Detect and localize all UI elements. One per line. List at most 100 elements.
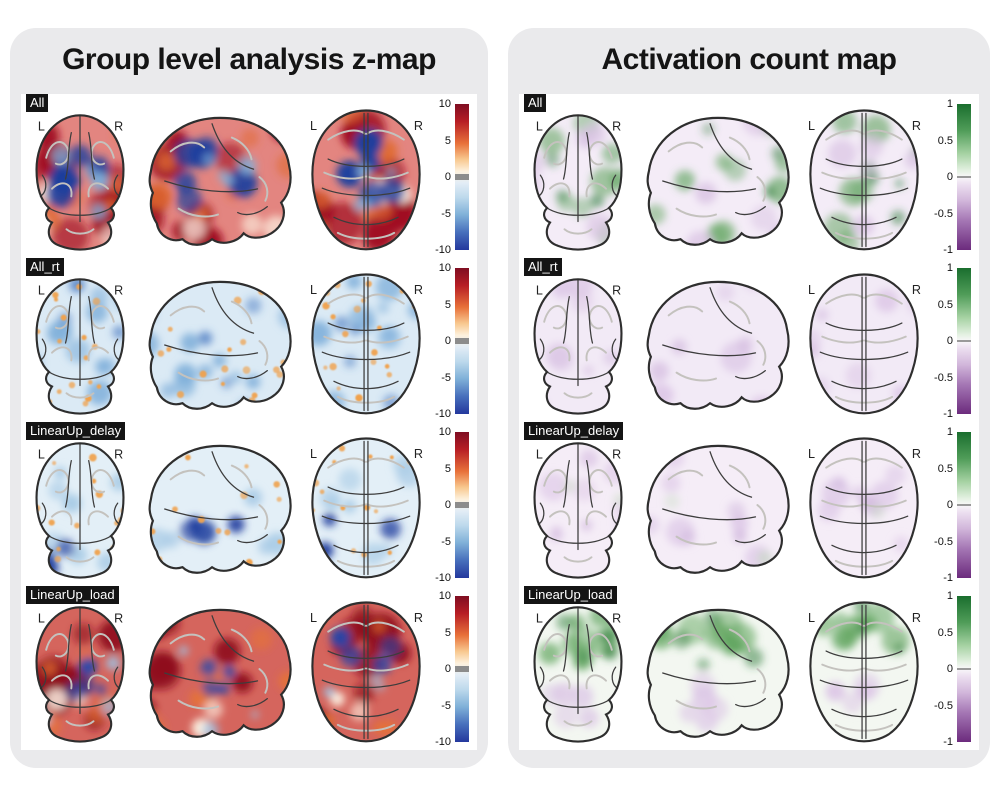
sulcus-line [237, 534, 268, 544]
colorbar: 10 5 0 -5 -10 [431, 98, 475, 256]
colorbar: 1 0.5 0 -0.5 -1 [933, 98, 977, 256]
colorbar-tick-label: -5 [441, 371, 451, 384]
sulcus-contour [87, 674, 109, 690]
sulcus-line [64, 296, 72, 344]
orientation-label-right: R [414, 447, 423, 461]
sulcus-contour [169, 633, 206, 645]
sulcus-line [333, 216, 399, 226]
sulcus-contour [588, 141, 613, 166]
sulcus-line [537, 502, 545, 526]
activation-blobs [810, 602, 918, 742]
sulcus-line [113, 174, 121, 198]
sulcus-line [321, 679, 411, 689]
sulcus-line [611, 174, 619, 198]
brain-outline [148, 280, 292, 410]
orientation-label-left: L [808, 447, 815, 461]
sulcus-line [662, 344, 757, 357]
sulcus-contour [585, 182, 607, 198]
colorbar-tick-label: 0 [444, 171, 451, 183]
sulcus-contour [585, 510, 607, 526]
orientation-label-right: R [114, 284, 123, 298]
condition-label: All_rt [524, 258, 562, 276]
colorbar-zero-marker [957, 176, 971, 178]
sulcus-contour [675, 371, 717, 382]
sulcus-line [48, 371, 112, 380]
sulcus-line [321, 187, 411, 197]
brain-sagittal-view [148, 116, 292, 246]
sulcus-contour [65, 392, 95, 399]
sulcus-contour [588, 633, 613, 658]
sulcus-line [709, 615, 753, 662]
orientation-label-right: R [414, 283, 423, 297]
orientation-label-left: L [536, 612, 543, 626]
brain-outline [311, 601, 421, 743]
orientation-label-right: R [612, 612, 621, 626]
colorbar-zero-marker [455, 174, 469, 180]
sulcus-line [546, 699, 610, 708]
orientation-label-right: R [612, 448, 621, 462]
colorbar-tick-label: -0.5 [934, 207, 953, 220]
sulcus-contour [45, 633, 70, 658]
sulcus-line [164, 180, 259, 193]
colorbar-gradient [455, 104, 469, 250]
colorbar: 1 0.5 0 -0.5 -1 [933, 590, 977, 748]
sulcus-contour [667, 469, 704, 481]
sulcus-line [611, 666, 619, 690]
colorbar-gradient [455, 596, 469, 742]
sulcus-contour [258, 340, 269, 366]
brain-sagittal-view [148, 608, 292, 738]
sulcus-contour [825, 129, 864, 141]
brain-outline [35, 278, 125, 415]
sulcus-line [662, 180, 757, 193]
sulcus-line [211, 123, 255, 170]
orientation-label-left: L [310, 283, 317, 297]
sulcus-line [88, 296, 96, 344]
sulcus-line [164, 344, 259, 357]
sulcus-line [819, 515, 909, 525]
sulcus-contour [45, 141, 70, 166]
sulcus-line [831, 380, 897, 390]
sulcus-contour [323, 663, 366, 672]
orientation-label-right: R [114, 612, 123, 626]
sulcus-contour [825, 293, 864, 305]
orientation-label-right: R [612, 284, 621, 298]
sulcus-contour [756, 340, 767, 366]
panel-title-countmap: Activation count map [601, 43, 897, 76]
colorbar-tick-label: 10 [438, 590, 451, 602]
condition-row: All L R L R 1 0.5 0 -0.5 -1 [519, 94, 979, 258]
orientation-label-right: R [114, 448, 123, 462]
sulcus-contour [65, 556, 95, 563]
condition-label: LinearUp_load [524, 586, 617, 604]
colorbar-zero-marker [455, 502, 469, 508]
orientation-label-right: R [612, 120, 621, 134]
brain-outline [311, 273, 421, 415]
colorbar-tick-label: 1 [946, 98, 953, 110]
sulcus-contour [821, 335, 864, 344]
colorbar-zero-marker [455, 338, 469, 344]
sulcus-contour [728, 464, 751, 489]
condition-label: All [524, 94, 547, 112]
brain-outline [646, 608, 790, 738]
sulcus-line [321, 351, 411, 361]
condition-label: LinearUp_delay [524, 422, 624, 440]
activation-blobs [810, 274, 918, 414]
colorbar-gradient [455, 432, 469, 578]
sulcus-line [88, 460, 96, 508]
colorbar: 1 0.5 0 -0.5 -1 [933, 262, 977, 420]
sulcus-line [586, 624, 594, 672]
sulcus-contour [756, 504, 767, 530]
sulcus-contour [728, 136, 751, 161]
activation-blobs [534, 607, 622, 742]
sulcus-contour [323, 171, 366, 180]
colorbar-zero-marker [957, 504, 971, 506]
sulcus-contour [87, 346, 109, 362]
sulcus-contour [667, 305, 704, 317]
panel-zmap: Group level analysis z-map All L R L R 10 5 0 -5… [10, 28, 488, 768]
colorbar-tick-label: 10 [438, 98, 451, 110]
sulcus-line [537, 338, 545, 362]
